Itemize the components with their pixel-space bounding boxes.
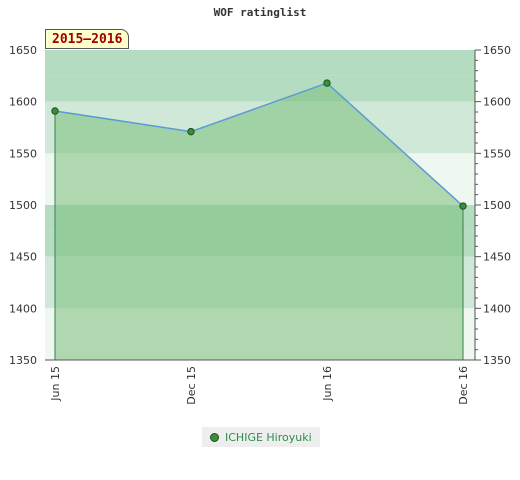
x-tick-label: Jun 15: [49, 366, 62, 402]
data-point: [459, 202, 467, 210]
background-band: [45, 50, 475, 76]
markers: [51, 79, 467, 210]
x-tick-label: Jun 16: [321, 366, 334, 402]
data-point: [51, 107, 59, 115]
drop-lines: [54, 110, 464, 360]
y-tick-label-right: 1650: [483, 44, 511, 57]
y-tick-label-left: 1650: [9, 44, 37, 57]
legend-marker: [210, 432, 219, 442]
legend-label: ICHIGE Hiroyuki: [225, 430, 312, 444]
y-tick-label-left: 1350: [9, 354, 37, 367]
y-tick-label-left: 1450: [9, 251, 37, 264]
data-point: [187, 127, 195, 136]
x-tick-labels: Jun 15 Dec 15 Jun 16 Dec 16: [49, 366, 470, 405]
series-area: [55, 83, 463, 361]
x-tick-label: Dec 16: [457, 366, 470, 405]
line-layer: [54, 82, 464, 207]
series-line: [54, 82, 464, 207]
y-tick-label-right: 1350: [483, 354, 511, 367]
y-tick-labels-left: 1350 1400 1450 1500 1550 1600 1650: [9, 44, 37, 367]
y-tick-label-right: 1600: [483, 96, 511, 109]
y-tick-label-right: 1500: [483, 199, 511, 212]
y-tick-label-right: 1550: [483, 147, 511, 160]
y-tick-label-left: 1600: [9, 96, 37, 109]
y-tick-label-left: 1400: [9, 302, 37, 315]
x-tick-label: Dec 15: [185, 366, 198, 405]
axes: [45, 49, 481, 361]
y-tick-label-left: 1500: [9, 199, 37, 212]
y-tick-label-right: 1450: [483, 251, 511, 264]
area-layer: [55, 83, 463, 361]
period-badge: 2015–2016: [45, 29, 130, 49]
chart-title: WOF ratinglist: [213, 6, 307, 19]
background-band: [45, 75, 475, 102]
data-point: [323, 79, 331, 87]
y-tick-label-left: 1550: [9, 147, 37, 160]
legend[interactable]: ICHIGE Hiroyuki: [202, 427, 320, 447]
y-tick-label-right: 1400: [483, 302, 511, 315]
y-tick-labels-right: 1350 1400 1450 1500 1550 1600 1650: [483, 44, 511, 367]
